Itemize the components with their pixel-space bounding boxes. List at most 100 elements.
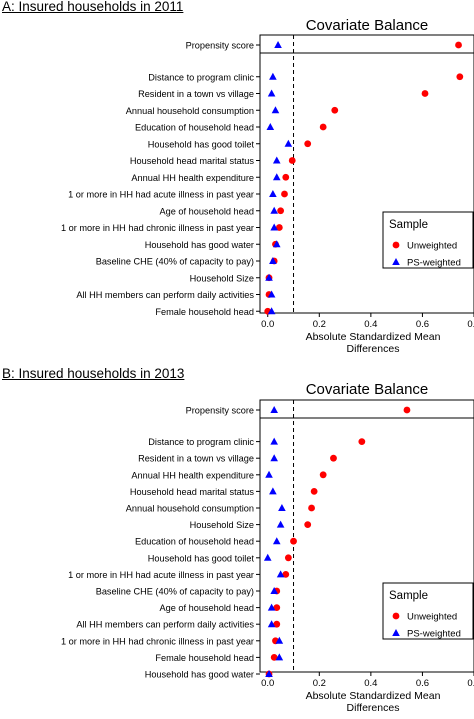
a-category-label: Annual household consumption	[126, 106, 254, 116]
b-legend-title: Sample	[389, 590, 428, 602]
b-category-label: Household Size	[190, 520, 254, 530]
b-category-label: 1 or more in HH had chronic illness in p…	[61, 636, 254, 646]
a-unweighted-point	[455, 41, 462, 49]
a-ps-weighted-point	[265, 273, 273, 281]
b-legend-unweighted-marker	[392, 612, 400, 620]
b-x-tick-label: 0.4	[364, 678, 377, 689]
b-ps-weighted-point	[270, 406, 278, 413]
b-unweighted-point	[290, 537, 297, 545]
a-ps-weighted-point	[267, 89, 276, 97]
a-category-label: Distance to program clinic	[148, 72, 254, 82]
b-category-label: Annual HH health expenditure	[131, 470, 254, 480]
a-category-label: Household Size	[190, 273, 254, 283]
b-x-axis-label: Absolute Standardized Mean Differences	[306, 690, 441, 714]
covariate-balance-chart-2011: Covariate Balance Propensity score Distanc…	[61, 17, 474, 355]
b-ps-weighted-point	[267, 603, 276, 611]
a-category-label: Age of household head	[159, 206, 254, 216]
a-ps-weighted-point	[267, 307, 276, 315]
b-ps-weighted-point	[278, 504, 286, 511]
b-x-tick-label: 0.0	[261, 678, 274, 689]
b-category-label: Female household head	[155, 653, 254, 663]
a-category-label: All HH members can perform daily activit…	[76, 290, 254, 300]
a-ps-weighted-point	[270, 223, 278, 231]
b-legend-label: Unweighted	[407, 612, 457, 623]
b-ps-weighted-point	[265, 670, 273, 677]
b-unweighted-point	[403, 406, 411, 414]
b-category-label: Household has good toilet	[148, 553, 255, 563]
b-ps-weighted-point	[267, 620, 276, 628]
b-ps-weighted-point	[275, 636, 284, 644]
a-x-tick-label: 0.8	[467, 319, 474, 330]
a-ps-weighted-point	[267, 290, 276, 298]
a-ps-weighted-point	[269, 190, 277, 197]
a-legend-unweighted-marker	[392, 241, 400, 249]
b-category-label: Annual household consumption	[126, 504, 254, 514]
b-unweighted-point	[310, 488, 318, 495]
b-ps-weighted-point	[270, 587, 278, 594]
b-unweighted-point	[273, 604, 281, 611]
b-ps-weighted-point	[269, 487, 277, 495]
a-plot-frame	[259, 34, 474, 314]
b-category-label: Household head marital status	[130, 487, 255, 497]
a-category-label: Female household head	[155, 307, 254, 317]
a-unweighted-point	[277, 207, 285, 215]
a-unweighted-point	[282, 173, 290, 181]
panel-a-heading: A: Insured households in 2011	[2, 0, 184, 14]
b-ps-weighted-point	[272, 537, 281, 545]
b-ps-weighted-point	[276, 570, 285, 578]
b-unweighted-point	[284, 554, 292, 562]
b-category-label: Age of household head	[159, 603, 254, 613]
a-ps-weighted-point	[271, 106, 280, 114]
a-unweighted-point	[275, 224, 283, 231]
b-category-label: Resident in a town vs village	[138, 454, 254, 464]
b-ps-weighted-point	[275, 653, 284, 661]
b-ps-weighted-point	[265, 470, 273, 478]
a-category-label: 1 or more in HH had acute illness in pas…	[68, 190, 254, 200]
b-category-label: 1 or more in HH had acute illness in pas…	[68, 570, 254, 580]
b-unweighted-point	[319, 471, 327, 479]
b-category-label: Household has good water	[145, 670, 254, 680]
b-plot-frame	[259, 399, 474, 673]
a-x-tick-label: 0.4	[364, 319, 377, 330]
b-unweighted-point	[282, 571, 290, 578]
b-unweighted-point	[308, 504, 315, 512]
b-x-tick-label: 0.2	[313, 678, 326, 689]
a-ps-weighted-point	[269, 72, 277, 80]
a-x-tick-label: 0.0	[261, 319, 274, 330]
b-category-label: Baseline CHE (40% of capacity to pay)	[96, 587, 254, 597]
b-ps-weighted-point	[263, 553, 272, 561]
b-ps-weighted-point	[276, 520, 285, 528]
a-legend-box	[382, 211, 474, 269]
a-legend-ps-weighted-marker	[392, 258, 400, 265]
a-ps-weighted-point	[266, 123, 275, 130]
a-x-axis-label: Absolute Standardized Mean Differences	[306, 331, 441, 355]
b-category-label: Propensity score	[186, 406, 254, 416]
a-category-label: Household has good toilet	[148, 139, 255, 149]
a-category-label: Household has good water	[145, 240, 254, 250]
a-unweighted-point	[331, 106, 339, 114]
b-unweighted-point	[270, 654, 278, 661]
b-chart-title: Covariate Balance	[306, 381, 429, 398]
a-unweighted-point	[319, 123, 327, 131]
b-category-label: Education of household head	[135, 537, 254, 547]
a-chart-title: Covariate Balance	[306, 17, 429, 34]
a-ps-weighted-point	[270, 206, 278, 214]
a-unweighted-point	[456, 73, 464, 81]
b-legend-ps-weighted-marker	[392, 629, 400, 636]
a-unweighted-point	[288, 157, 296, 164]
a-ps-weighted-point	[272, 156, 281, 164]
b-unweighted-point	[330, 454, 337, 462]
b-unweighted-point	[273, 620, 281, 628]
b-ps-weighted-point	[270, 454, 278, 462]
a-category-label: Household head marital status	[130, 156, 255, 166]
a-unweighted-point	[281, 190, 288, 198]
a-category-label: Resident in a town vs village	[138, 89, 254, 99]
a-x-tick-label: 0.2	[313, 319, 326, 330]
a-unweighted-point	[304, 140, 312, 148]
a-ps-weighted-point	[284, 139, 293, 147]
a-x-tick-label: 0.6	[416, 319, 429, 330]
b-x-tick-label: 0.8	[467, 678, 474, 689]
b-legend-box	[382, 582, 474, 640]
a-legend-title: Sample	[389, 219, 428, 231]
a-category-label: Annual HH health expenditure	[131, 173, 254, 183]
